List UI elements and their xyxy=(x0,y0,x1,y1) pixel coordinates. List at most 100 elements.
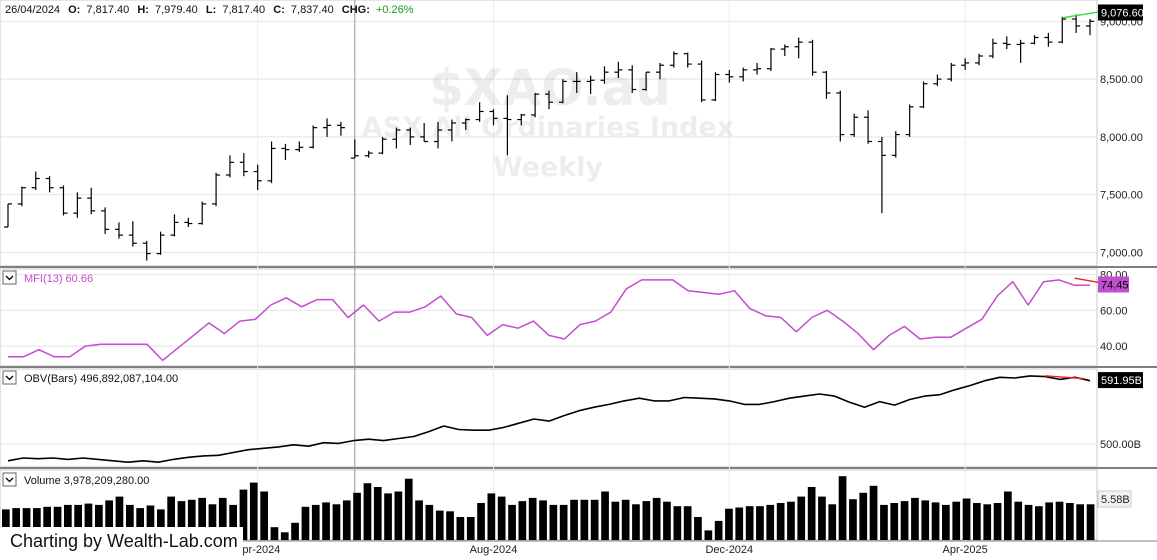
mfi-line[interactable] xyxy=(8,279,1090,362)
ohlc-bar[interactable] xyxy=(1058,16,1067,44)
volume-bar[interactable] xyxy=(466,517,475,540)
volume-bar[interactable] xyxy=(880,504,888,540)
ohlc-bar[interactable] xyxy=(170,214,179,237)
ohlc-bar[interactable] xyxy=(545,90,553,110)
volume-bar[interactable] xyxy=(714,520,723,540)
ohlc-bar[interactable] xyxy=(1044,32,1053,47)
ohlc-bar[interactable] xyxy=(669,51,678,68)
volume-bar[interactable] xyxy=(797,496,806,540)
ohlc-bar[interactable] xyxy=(975,53,984,66)
volume-bar[interactable] xyxy=(962,498,971,541)
volume-bar[interactable] xyxy=(53,506,62,540)
ohlc-bar[interactable] xyxy=(628,65,637,93)
volume-bar[interactable] xyxy=(694,517,702,540)
volume-bar[interactable] xyxy=(1055,501,1064,540)
volume-bar[interactable] xyxy=(818,496,826,540)
ohlc-bar[interactable] xyxy=(961,58,970,70)
volume-bar[interactable] xyxy=(456,517,465,540)
ohlc-bar[interactable] xyxy=(434,121,443,149)
ohlc-bar[interactable] xyxy=(572,72,581,93)
volume-bar[interactable] xyxy=(652,497,661,540)
volume-bar[interactable] xyxy=(1004,491,1012,541)
ohlc-bar[interactable] xyxy=(822,71,831,99)
ohlc-bar[interactable] xyxy=(988,38,997,59)
ohlc-bar[interactable] xyxy=(406,127,415,145)
volume-bar[interactable] xyxy=(518,501,527,540)
ohlc-bar[interactable] xyxy=(614,61,623,78)
ohlc-bar[interactable] xyxy=(267,141,276,184)
ohlc-bar[interactable] xyxy=(59,185,68,216)
volume-bar[interactable] xyxy=(921,500,930,540)
volume-bar[interactable] xyxy=(218,497,227,540)
volume-bar[interactable] xyxy=(260,491,268,541)
ohlc-bar[interactable] xyxy=(947,62,956,82)
ohlc-bar[interactable] xyxy=(780,44,789,56)
price-ohlc-bars[interactable] xyxy=(4,14,1094,261)
ohlc-bar[interactable] xyxy=(45,176,54,193)
volume-bar[interactable] xyxy=(415,500,423,540)
volume-bar[interactable] xyxy=(157,509,165,540)
ohlc-bar[interactable] xyxy=(753,62,762,75)
volume-bar[interactable] xyxy=(621,499,630,540)
ohlc-bar[interactable] xyxy=(281,143,290,160)
volume-bar[interactable] xyxy=(22,508,31,540)
mfi-series[interactable] xyxy=(8,279,1090,362)
volume-bar[interactable] xyxy=(322,502,330,540)
ohlc-bar[interactable] xyxy=(531,92,540,118)
volume-bar[interactable] xyxy=(425,504,434,540)
ohlc-bar[interactable] xyxy=(683,52,692,68)
ohlc-bar[interactable] xyxy=(836,90,845,142)
volume-bar[interactable] xyxy=(311,504,320,540)
ohlc-bar[interactable] xyxy=(420,123,429,143)
volume-bar[interactable] xyxy=(766,504,775,540)
volume-bar[interactable] xyxy=(890,503,899,540)
volume-bar[interactable] xyxy=(973,503,981,540)
ohlc-bar[interactable] xyxy=(309,125,318,149)
ohlc-bar[interactable] xyxy=(739,67,748,82)
volume-bars[interactable] xyxy=(2,476,1095,541)
ohlc-bar[interactable] xyxy=(725,69,734,83)
volume-bar[interactable] xyxy=(642,501,651,540)
volume-bar[interactable] xyxy=(528,497,537,540)
ohlc-bar[interactable] xyxy=(697,60,706,103)
volume-bar[interactable] xyxy=(384,493,392,540)
volume-bar[interactable] xyxy=(239,489,248,540)
volume-bar[interactable] xyxy=(725,508,733,540)
price-trendline[interactable] xyxy=(1062,11,1099,19)
volume-bar[interactable] xyxy=(776,503,785,540)
ohlc-bar[interactable] xyxy=(586,75,595,95)
volume-bar[interactable] xyxy=(33,508,41,540)
ohlc-bar[interactable] xyxy=(364,150,373,158)
volume-bar[interactable] xyxy=(435,510,444,540)
volume-bar[interactable] xyxy=(787,501,795,540)
obv-series[interactable] xyxy=(7,375,1091,464)
volume-bar[interactable] xyxy=(580,499,589,540)
volume-bar[interactable] xyxy=(64,504,72,540)
ohlc-bar[interactable] xyxy=(1002,36,1011,50)
volume-bar[interactable] xyxy=(43,506,51,540)
ohlc-bar[interactable] xyxy=(295,141,304,152)
ohlc-bar[interactable] xyxy=(128,221,137,247)
volume-bar[interactable] xyxy=(12,508,20,540)
volume-bar[interactable] xyxy=(1045,502,1053,540)
volume-bar[interactable] xyxy=(931,502,940,540)
volume-bar[interactable] xyxy=(1076,504,1084,540)
ohlc-bar[interactable] xyxy=(933,74,942,87)
ohlc-bar[interactable] xyxy=(225,155,234,178)
volume-bar[interactable] xyxy=(508,504,516,540)
volume-bar[interactable] xyxy=(828,504,837,540)
volume-bar[interactable] xyxy=(756,506,764,540)
volume-bar[interactable] xyxy=(280,532,289,540)
volume-bar[interactable] xyxy=(177,501,186,540)
volume-bar[interactable] xyxy=(942,504,950,540)
ohlc-bar[interactable] xyxy=(905,104,914,137)
ohlc-bar[interactable] xyxy=(156,231,165,255)
volume-bar[interactable] xyxy=(291,522,299,540)
volume-bar[interactable] xyxy=(187,499,196,540)
ohlc-bar[interactable] xyxy=(1030,35,1039,45)
volume-bar[interactable] xyxy=(136,508,144,540)
ohlc-bar[interactable] xyxy=(31,171,40,191)
volume-bar[interactable] xyxy=(2,509,10,540)
volume-bar[interactable] xyxy=(342,500,351,540)
volume-bar[interactable] xyxy=(270,527,279,540)
